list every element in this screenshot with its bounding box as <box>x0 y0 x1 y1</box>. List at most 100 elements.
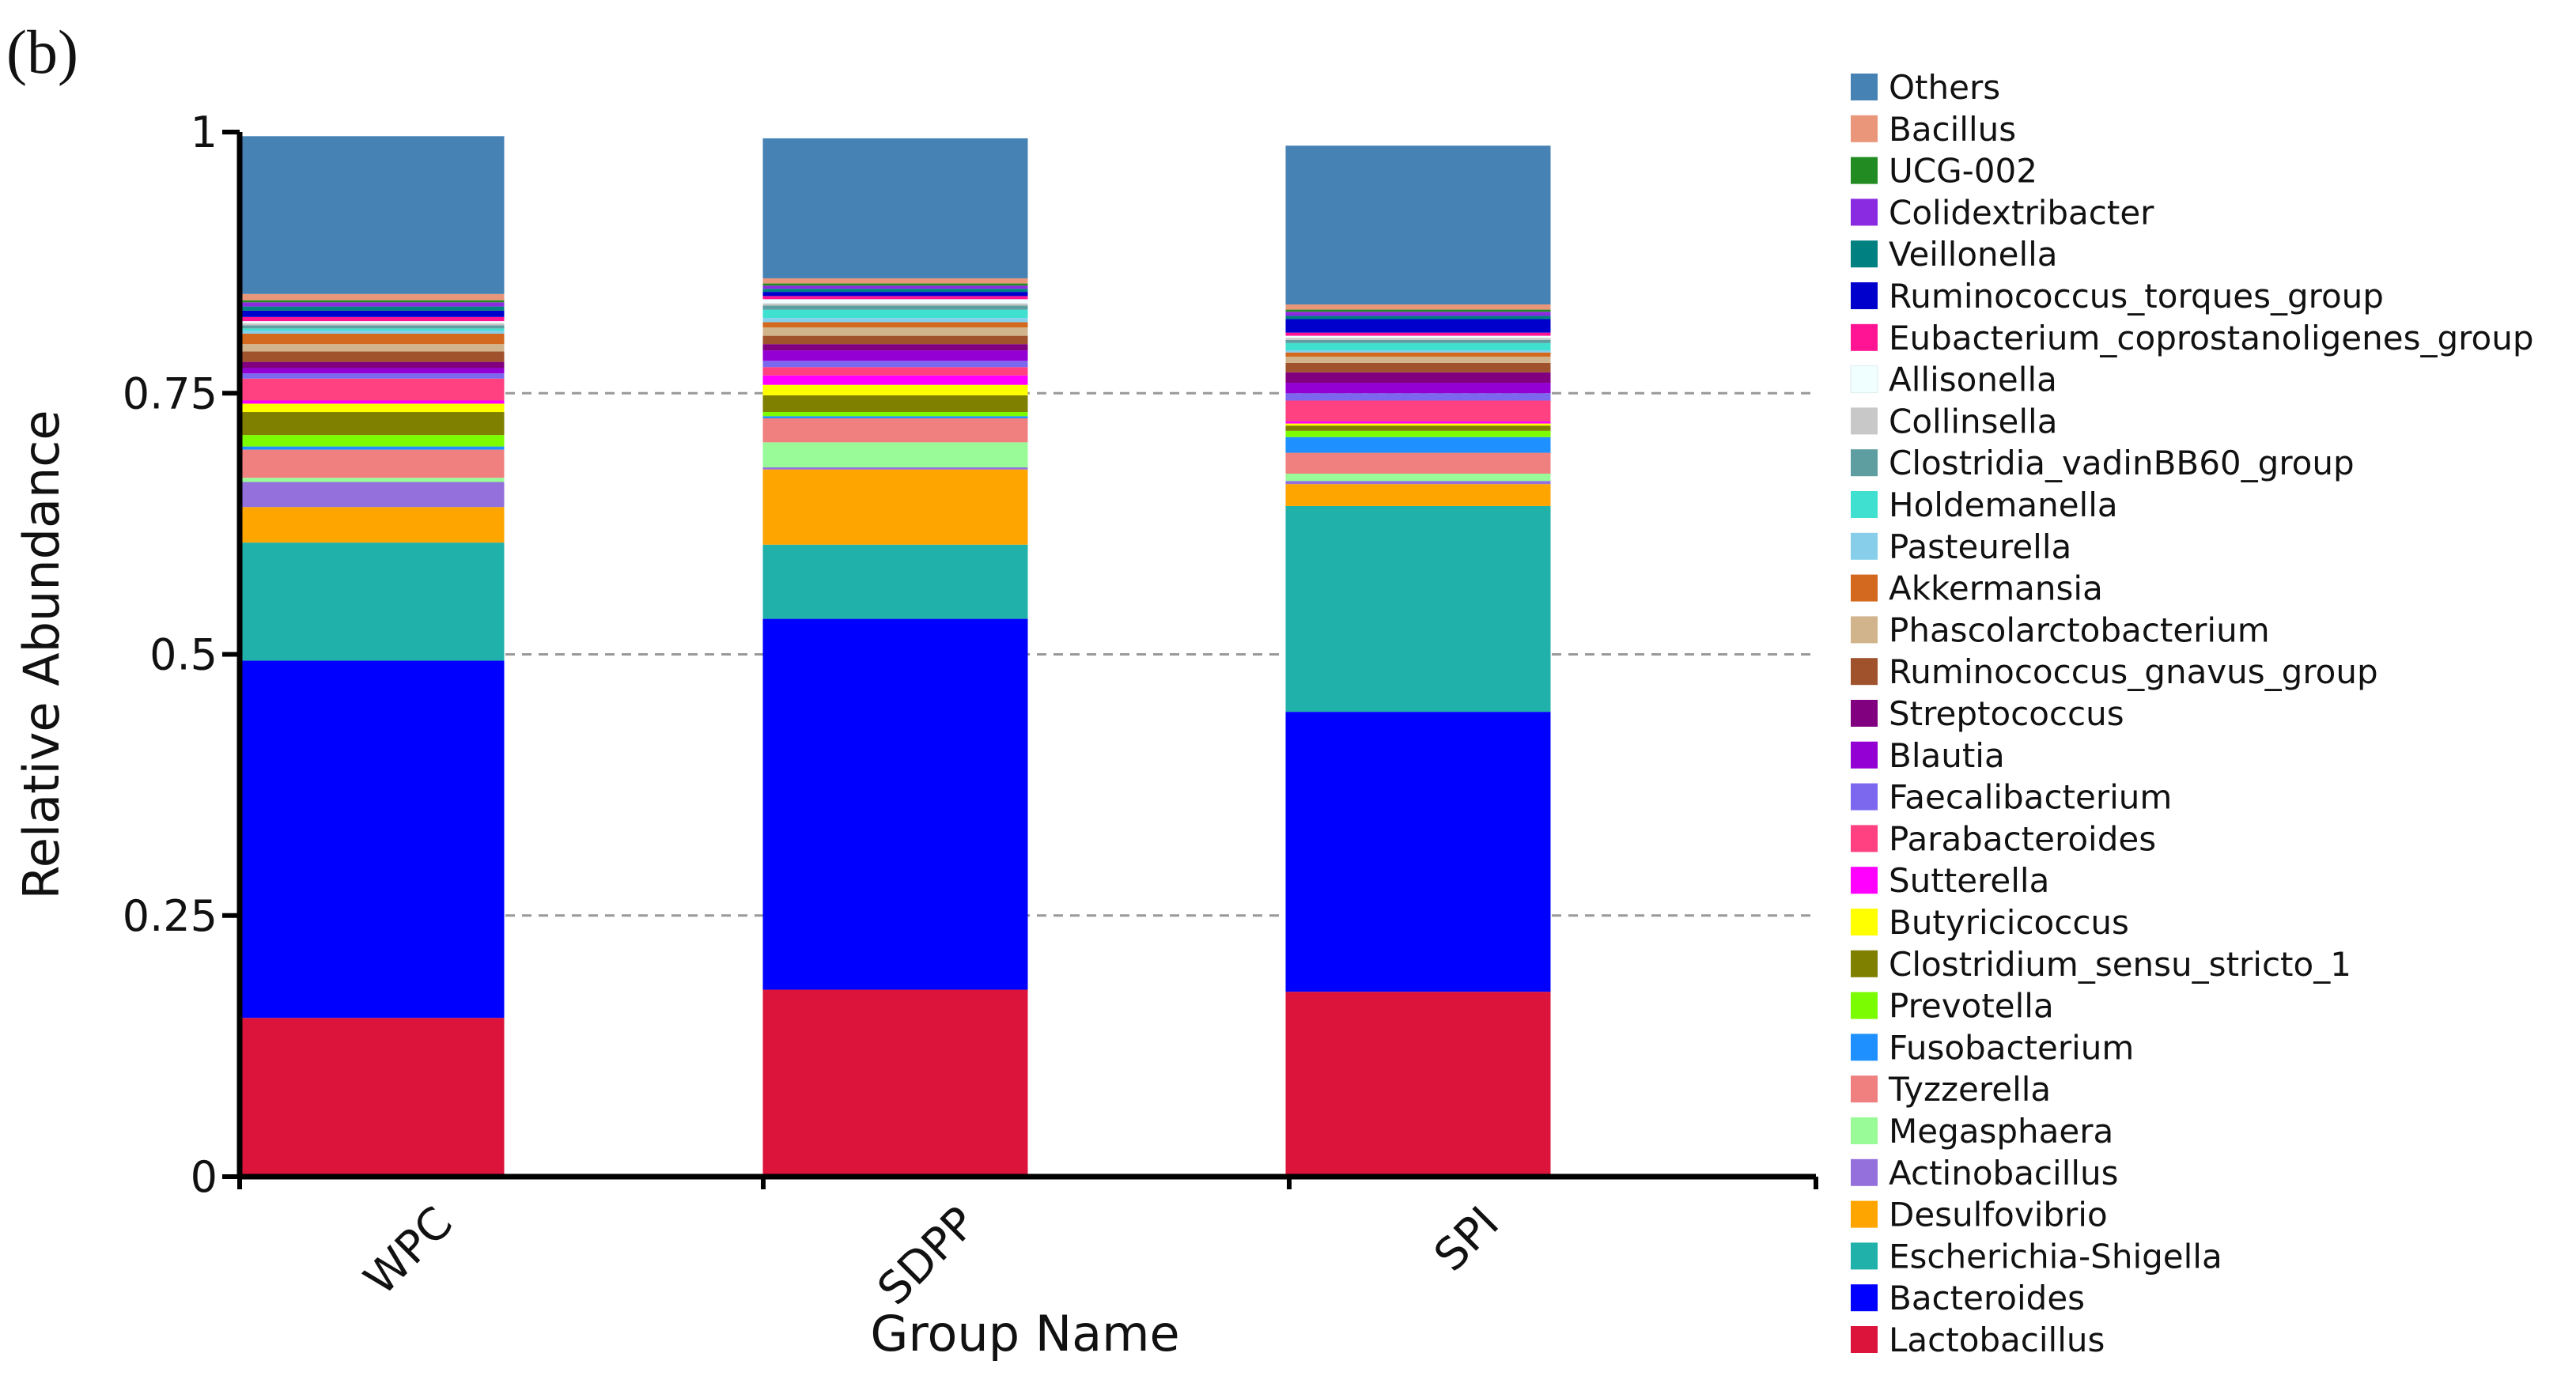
bar-segment-allisonella <box>239 321 505 323</box>
legend-swatch <box>1851 1326 1878 1353</box>
bar-segment-bacteroides <box>1285 712 1551 992</box>
bar-segment-escherichia-shigella <box>239 542 505 661</box>
legend-item: Holdemanella <box>1851 486 2118 524</box>
legend-item: Others <box>1851 68 2000 107</box>
bar-segment-clostridium-sensu-stricto-1 <box>1285 425 1551 431</box>
legend-swatch <box>1851 867 1878 894</box>
legend-label: Actinobacillus <box>1889 1154 2119 1192</box>
legend-item: Streptococcus <box>1851 694 2124 733</box>
bar-segment-faecalibacterium <box>1285 393 1551 401</box>
bar-segment-butyricicoccus <box>239 403 505 413</box>
legend-item: Phascolarctobacterium <box>1851 610 2270 649</box>
legend-swatch <box>1851 282 1878 309</box>
legend-label: Clostridium_sensu_stricto_1 <box>1889 945 2351 984</box>
bar-segment-pasteurella <box>1285 350 1551 353</box>
legend-swatch <box>1851 323 1878 351</box>
bar-stack-spi <box>1285 146 1551 1177</box>
bar-segment-holdemanella <box>239 328 505 331</box>
bar-segment-akkermansia <box>762 322 1028 328</box>
bar-segment-clostridia-vadinbb60-group <box>239 325 505 329</box>
legend-swatch <box>1851 491 1878 518</box>
legend-swatch <box>1851 825 1878 852</box>
legend-item: Veillonella <box>1851 235 2058 274</box>
bar-segment-colidextribacter <box>239 302 505 307</box>
legend-swatch <box>1851 909 1878 935</box>
bar-segment-phascolarctobacterium <box>239 344 505 352</box>
legend-swatch <box>1851 783 1878 811</box>
bar-segment-holdemanella <box>762 309 1028 319</box>
bar-segment-ruminococcus-torques-group <box>239 310 505 317</box>
y-tick-label: 0.25 <box>123 891 218 941</box>
bar-segment-butyricicoccus <box>762 384 1028 395</box>
bar-segment-fusobacterium <box>762 416 1028 418</box>
bar-segment-sutterella <box>239 400 505 404</box>
legend-item: Prevotella <box>1851 987 2054 1026</box>
legend-label: Prevotella <box>1889 987 2054 1026</box>
bar-segment-clostridia-vadinbb60-group <box>1285 339 1551 343</box>
bar-segment-escherichia-shigella <box>762 544 1028 619</box>
bar-segment-clostridia-vadinbb60-group <box>762 305 1028 310</box>
legend-swatch <box>1851 1075 1878 1103</box>
legend-item: Pasteurella <box>1851 527 2071 566</box>
legend-swatch <box>1851 658 1878 686</box>
legend-item: Butyricicoccus <box>1851 903 2129 942</box>
y-tick-label: 0.5 <box>149 630 218 680</box>
bar-segment-streptococcus <box>1285 372 1551 384</box>
bar-segment-actinobacillus <box>239 482 505 508</box>
bar-segment-veillonella <box>1285 316 1551 319</box>
legend-label: Phascolarctobacterium <box>1889 610 2270 649</box>
legend-swatch <box>1851 1200 1878 1228</box>
legend-item: Ruminococcus_gnavus_group <box>1851 652 2378 691</box>
legend-item: Bacteroides <box>1851 1279 2085 1317</box>
legend-item: Desulfovibrio <box>1851 1196 2108 1234</box>
legend-label: Sutterella <box>1889 861 2049 900</box>
legend-label: Butyricicoccus <box>1889 903 2129 942</box>
bar-segment-akkermansia <box>239 333 505 345</box>
legend-label: Holdemanella <box>1889 486 2118 524</box>
legend-label: Akkermansia <box>1889 569 2103 608</box>
bar-segment-megasphaera <box>762 442 1028 468</box>
bar-segment-lactobacillus <box>239 1018 505 1177</box>
legend-label: Colidextribacter <box>1889 193 2154 232</box>
x-tick-label: WPC <box>354 1197 463 1306</box>
legend-label: UCG-002 <box>1889 152 2037 191</box>
bar-segment-desulfovibrio <box>762 469 1028 545</box>
bar-segment-tyzzerella <box>239 449 505 478</box>
bar-segment-bacteroides <box>762 618 1028 990</box>
bar-segment-tyzzerella <box>762 418 1028 443</box>
bar-segment-ucg-002 <box>1285 309 1551 312</box>
legend-swatch <box>1851 532 1878 560</box>
bar-segment-fusobacterium <box>1285 437 1551 453</box>
bar-stack-wpc <box>239 136 505 1177</box>
bar-segment-collinsella <box>239 323 505 326</box>
legend-label: Pasteurella <box>1889 527 2071 566</box>
bar-segment-actinobacillus <box>762 467 1028 470</box>
legend-label: Veillonella <box>1889 235 2058 274</box>
legend-label: Faecalibacterium <box>1889 778 2172 817</box>
bar-segment-faecalibacterium <box>762 361 1028 368</box>
legend-swatch <box>1851 950 1878 977</box>
legend-swatch <box>1851 1117 1878 1144</box>
legend-item: Clostridia_vadinBB60_group <box>1851 444 2355 482</box>
legend-label: Parabacteroides <box>1889 819 2156 858</box>
bar-segment-ruminococcus-torques-group <box>762 292 1028 297</box>
bar-segment-veillonella <box>239 306 505 311</box>
bar-segment-desulfovibrio <box>239 507 505 543</box>
bar-segment-eubacterium-coprostanoligenes-group <box>762 296 1028 300</box>
legend-swatch <box>1851 115 1878 142</box>
bar-segment-allisonella <box>762 299 1028 304</box>
legend-item: Tyzzerella <box>1851 1070 2051 1109</box>
bar-segment-ucg-002 <box>239 300 505 303</box>
legend-swatch <box>1851 741 1878 769</box>
bar-segment-akkermansia <box>1285 352 1551 357</box>
bar-segment-actinobacillus <box>1285 481 1551 485</box>
legend-swatch <box>1850 365 1878 394</box>
bar-segment-streptococcus <box>239 361 505 368</box>
legend-swatch <box>1851 157 1878 184</box>
bar-segment-clostridium-sensu-stricto-1 <box>762 395 1028 413</box>
bar-segment-blautia <box>1285 383 1551 394</box>
bar-segment-collinsella <box>1285 338 1551 340</box>
bar-segment-lactobacillus <box>762 989 1028 1177</box>
legend-item: Fusobacterium <box>1851 1028 2134 1067</box>
y-tick-label: 0 <box>191 1152 218 1202</box>
